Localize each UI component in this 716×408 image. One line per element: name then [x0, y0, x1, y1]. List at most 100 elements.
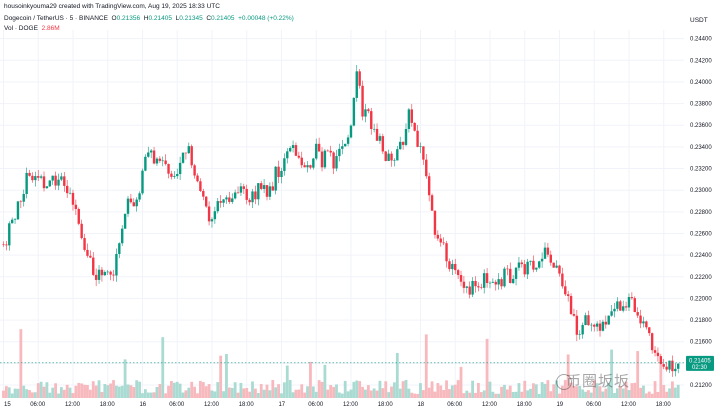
volume-bar: [398, 388, 402, 398]
candle-body: [123, 213, 127, 229]
volume-bar: [259, 384, 263, 398]
candle-body: [650, 333, 654, 351]
volume-bar: [10, 393, 14, 398]
candle-body: [277, 166, 280, 178]
volume-bar: [227, 387, 231, 398]
volume-bar: [335, 384, 338, 398]
volume-label[interactable]: Vol · DOGE: [4, 25, 38, 32]
volume-bar: [7, 387, 11, 398]
candle-body: [5, 244, 8, 246]
volume-bar: [300, 384, 304, 398]
volume-bar: [529, 388, 532, 398]
volume-bar: [268, 390, 272, 398]
volume-bar: [636, 351, 640, 398]
volume-bar: [155, 386, 159, 398]
candle-body: [462, 281, 466, 288]
volume-bar: [462, 393, 466, 398]
x-tick-label: 18:00: [100, 402, 116, 408]
volume-bar: [364, 389, 367, 398]
volume-bar: [204, 386, 208, 398]
volume-bar: [532, 383, 535, 398]
volume-bar: [314, 391, 318, 398]
candle-body: [164, 160, 167, 165]
candle-body: [210, 219, 214, 222]
high-value: 0.21405: [148, 15, 172, 22]
volume-bar: [584, 391, 587, 398]
candle-body: [361, 85, 364, 117]
volume-bar: [549, 391, 553, 398]
candle-body: [303, 165, 306, 168]
volume-bar: [77, 382, 81, 398]
candle-body: [436, 234, 440, 239]
volume-bar: [517, 383, 521, 398]
volume-bar: [39, 381, 43, 398]
candle-body: [2, 244, 5, 245]
candle-body: [552, 262, 555, 268]
volume-bar: [673, 387, 677, 398]
volume-bar: [306, 386, 309, 398]
candle-body: [648, 327, 651, 334]
volume-bar: [482, 390, 486, 398]
volume-bar: [317, 380, 321, 398]
volume-bar: [303, 392, 307, 398]
watermark-text: 币圈坂坂: [566, 373, 631, 390]
x-tick-label: 06:00: [169, 402, 185, 408]
change-value: +0.00048 (+0.22%): [238, 15, 294, 22]
candle-body: [593, 324, 596, 327]
candle-body: [668, 360, 671, 370]
y-tick-label: 0.23000: [690, 188, 712, 194]
volume-bar: [366, 385, 370, 398]
volume-bar: [604, 388, 608, 398]
candle-body: [286, 151, 289, 159]
volume-bar: [665, 391, 669, 398]
volume-bar: [445, 380, 448, 398]
volume-bar: [485, 338, 489, 398]
candle-body: [262, 185, 266, 189]
candle-body: [610, 311, 613, 316]
volume-bar: [216, 382, 220, 398]
candle-body: [639, 315, 642, 324]
candle-body: [390, 153, 393, 161]
candle-body: [141, 170, 144, 194]
symbol-name[interactable]: Dogecoin / TetherUS · 5 · BINANCE: [4, 15, 108, 22]
volume-bar: [126, 384, 130, 398]
high-label: H: [143, 15, 149, 22]
volume-bar: [172, 382, 176, 398]
volume-bar: [676, 384, 680, 398]
y-tick-label: 0.23600: [690, 123, 712, 129]
x-tick-label: 12:00: [204, 402, 220, 408]
y-tick-label: 0.22200: [690, 275, 712, 281]
current-price-tag-value: 0.21405: [689, 358, 711, 364]
candle-body: [112, 274, 115, 276]
candle-body: [598, 323, 602, 331]
candle-body: [100, 269, 104, 276]
volume-legend: Vol · DOGE 2.86M: [4, 25, 60, 32]
volume-bar: [514, 391, 518, 398]
volume-bar: [413, 393, 417, 398]
volume-bar: [572, 385, 576, 398]
candle-body: [430, 195, 434, 211]
volume-bar: [256, 393, 260, 398]
candle-body: [627, 297, 631, 308]
volume-bar: [248, 391, 252, 398]
volume-bar: [271, 380, 275, 398]
volume-bar: [239, 382, 243, 398]
candle-body: [37, 176, 40, 178]
candle-body: [294, 145, 298, 156]
candle-body: [665, 366, 668, 370]
price-axis-unit[interactable]: USDT: [690, 17, 708, 24]
volume-bar: [540, 382, 544, 398]
candle-body: [161, 160, 164, 162]
volume-bar: [479, 392, 483, 398]
volume-bar: [671, 381, 674, 398]
volume-bar: [372, 388, 376, 398]
volume-bar: [613, 393, 616, 398]
volume-bar: [193, 386, 197, 398]
volume-bar: [618, 386, 622, 398]
candle-body: [65, 185, 69, 194]
candle-body: [245, 188, 248, 200]
candle-body: [320, 151, 324, 168]
candle-body: [80, 223, 83, 239]
candle-body: [613, 308, 616, 312]
